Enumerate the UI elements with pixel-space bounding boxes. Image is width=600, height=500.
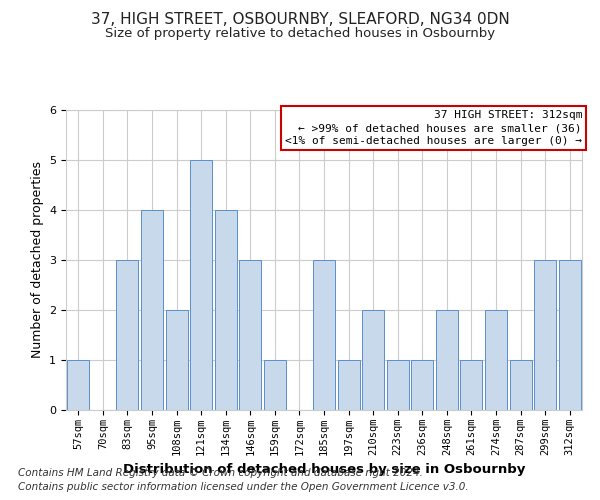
X-axis label: Distribution of detached houses by size in Osbournby: Distribution of detached houses by size …	[123, 464, 525, 476]
Bar	[362, 310, 384, 410]
Bar	[485, 310, 507, 410]
Bar	[67, 360, 89, 410]
Text: Size of property relative to detached houses in Osbournby: Size of property relative to detached ho…	[105, 28, 495, 40]
Bar	[264, 360, 286, 410]
Text: Contains HM Land Registry data © Crown copyright and database right 2024.: Contains HM Land Registry data © Crown c…	[18, 468, 423, 477]
Text: 37, HIGH STREET, OSBOURNBY, SLEAFORD, NG34 0DN: 37, HIGH STREET, OSBOURNBY, SLEAFORD, NG…	[91, 12, 509, 28]
Bar	[411, 360, 433, 410]
Bar	[386, 360, 409, 410]
Bar	[313, 260, 335, 410]
Bar	[166, 310, 188, 410]
Bar	[559, 260, 581, 410]
Text: Contains public sector information licensed under the Open Government Licence v3: Contains public sector information licen…	[18, 482, 469, 492]
Bar	[460, 360, 482, 410]
Bar	[509, 360, 532, 410]
Bar	[141, 210, 163, 410]
Bar	[215, 210, 237, 410]
Text: 37 HIGH STREET: 312sqm
← >99% of detached houses are smaller (36)
<1% of semi-de: 37 HIGH STREET: 312sqm ← >99% of detache…	[285, 110, 582, 146]
Bar	[116, 260, 139, 410]
Bar	[190, 160, 212, 410]
Bar	[239, 260, 262, 410]
Bar	[534, 260, 556, 410]
Bar	[338, 360, 359, 410]
Bar	[436, 310, 458, 410]
Y-axis label: Number of detached properties: Number of detached properties	[31, 162, 44, 358]
